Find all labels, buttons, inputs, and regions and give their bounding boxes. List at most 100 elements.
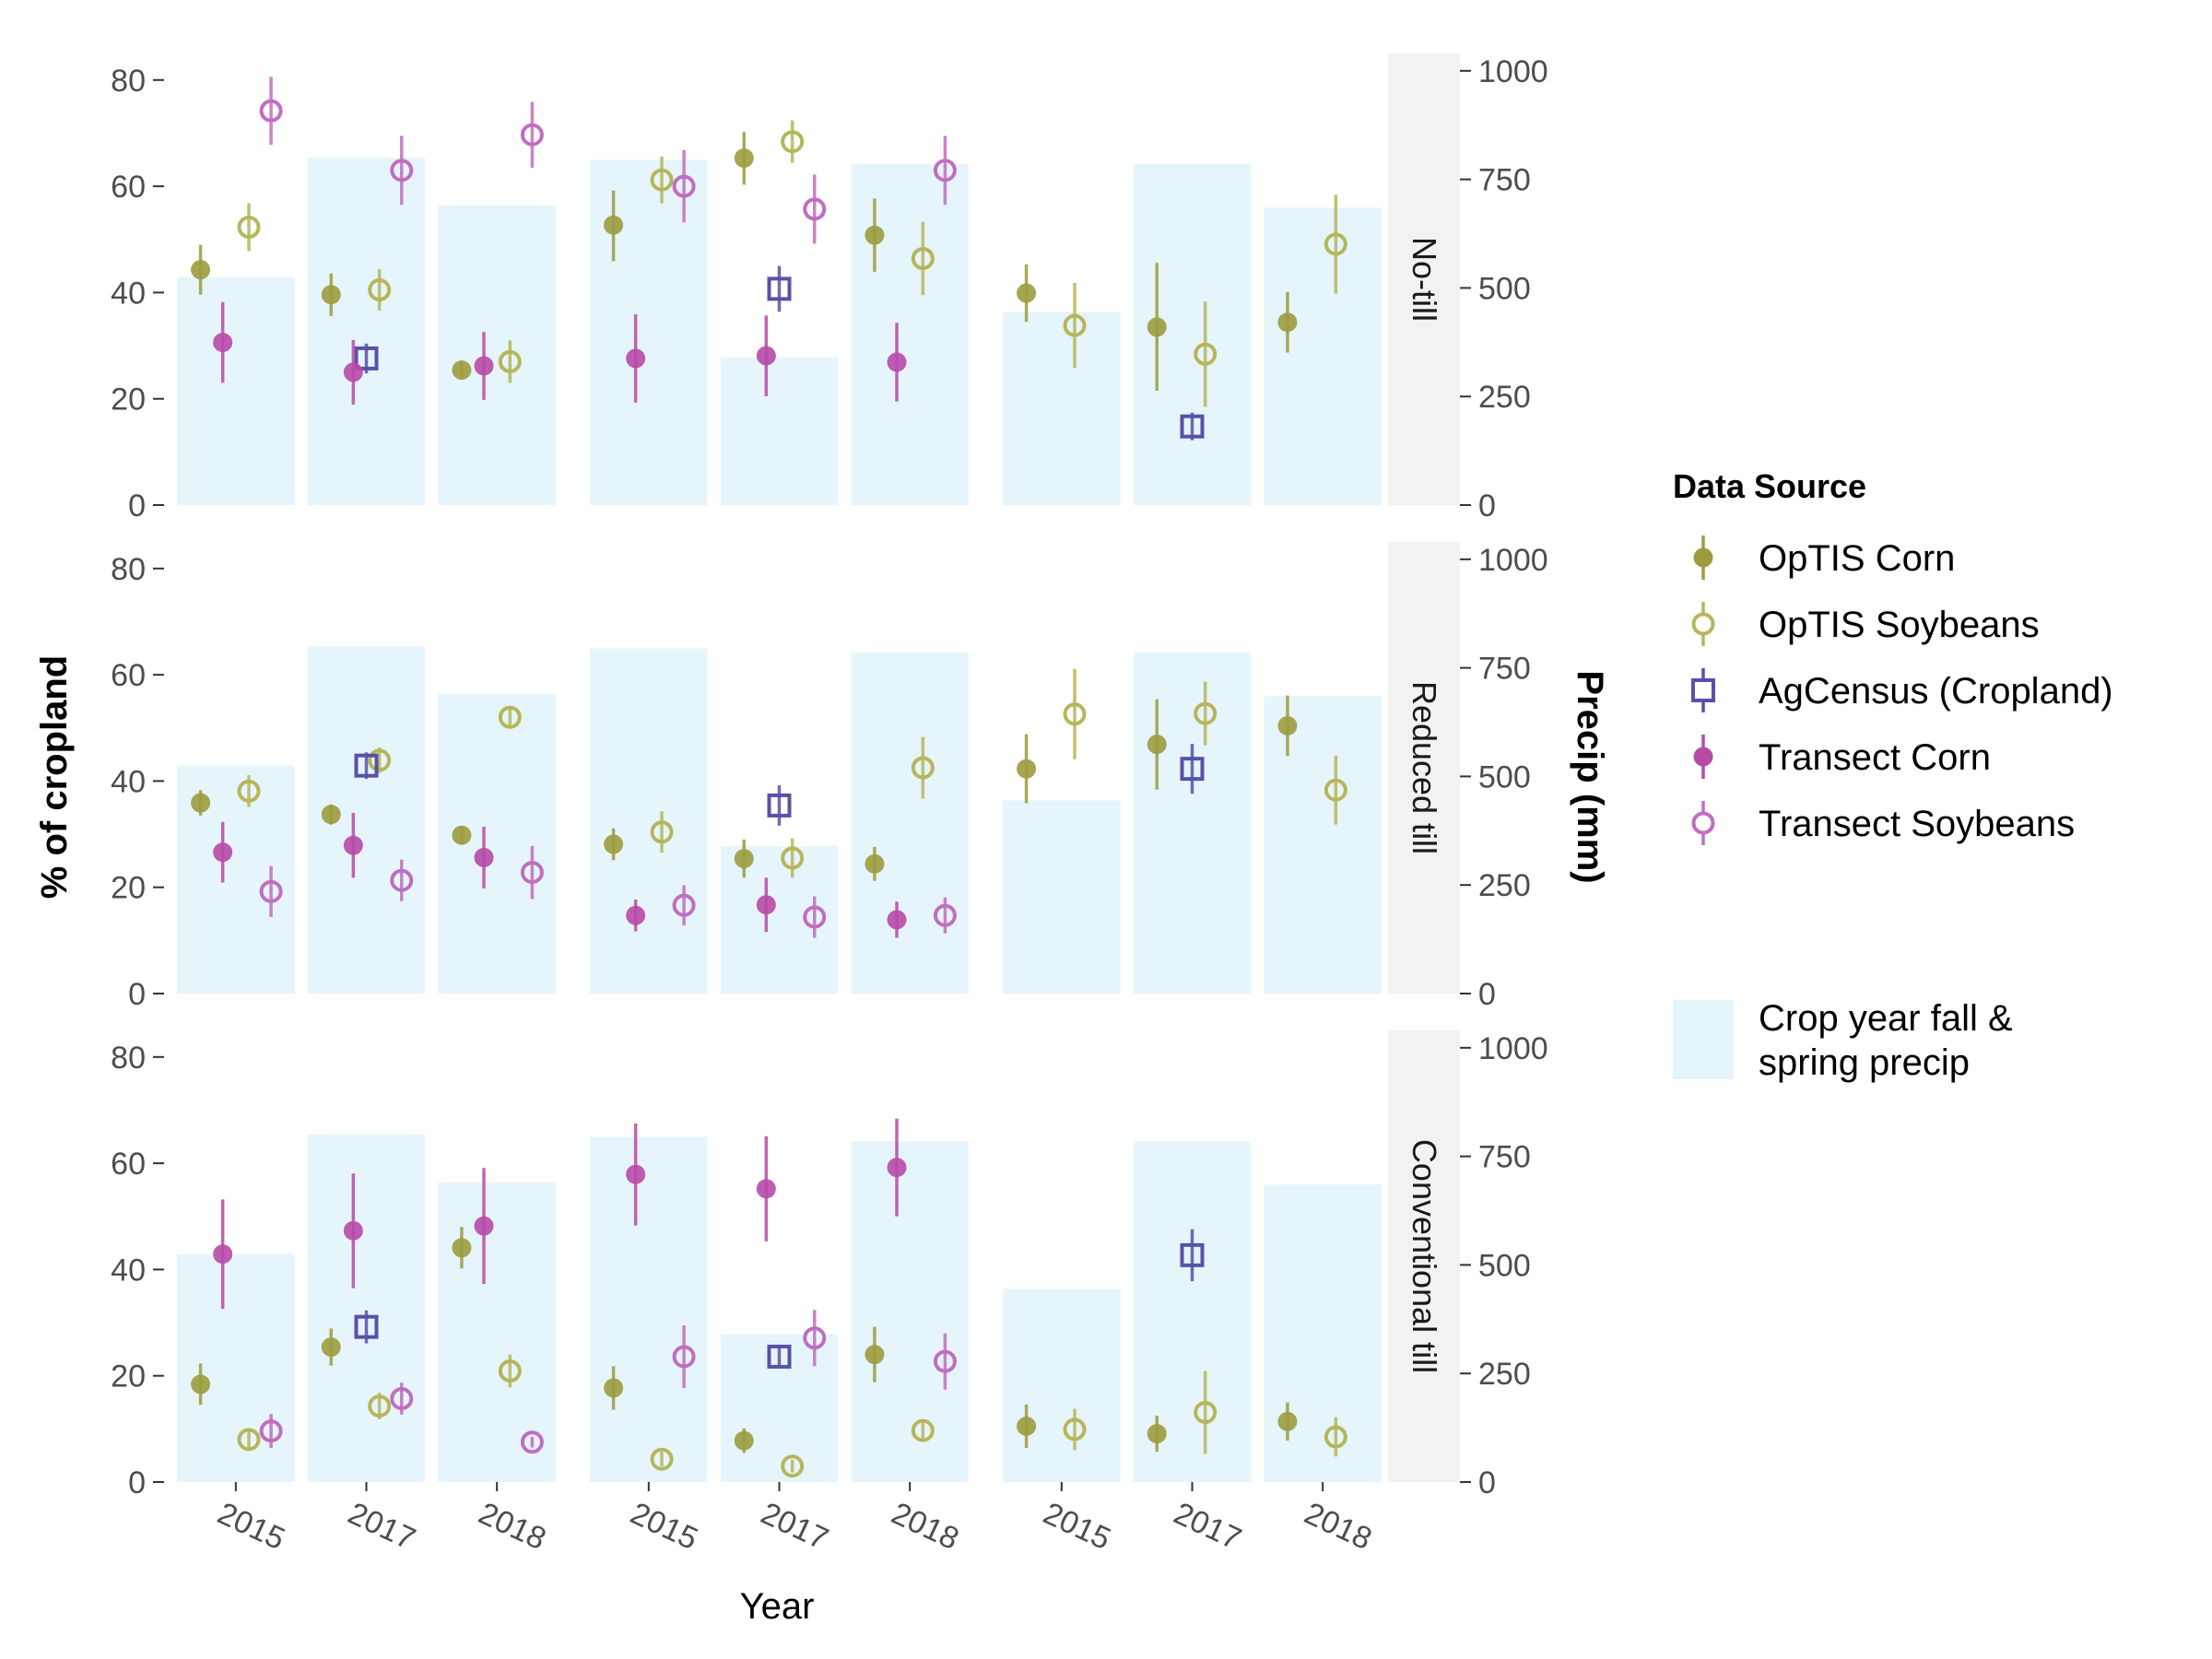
data-point: [803, 905, 827, 929]
data-point: [911, 756, 935, 780]
data-point: [887, 1158, 907, 1178]
facet-panel: [1003, 164, 1382, 505]
data-point: [474, 356, 494, 376]
data-point: [1180, 1242, 1205, 1267]
data-point: [390, 868, 414, 892]
data-point: [767, 1344, 792, 1369]
facet-strip: [1388, 1030, 1460, 1482]
data-point: [390, 159, 414, 182]
data-point: [803, 1326, 827, 1350]
data-point: [390, 1386, 414, 1410]
data-point: [865, 853, 885, 874]
data-point: [911, 247, 935, 271]
facet-panel: [590, 648, 969, 994]
data-point: [474, 1216, 494, 1236]
data-point: [672, 174, 696, 198]
x-tick-label: 2017: [756, 1496, 834, 1557]
data-point: [1017, 759, 1037, 779]
x-axis-title: Year: [740, 1586, 815, 1627]
data-point: [781, 846, 805, 870]
y-tick-label: 80: [111, 552, 146, 587]
precip-bar: [590, 648, 708, 994]
chart-panels: [177, 76, 1382, 1482]
data-point: [650, 820, 674, 844]
data-point: [368, 278, 392, 302]
x-tick-label: 2017: [1169, 1496, 1247, 1557]
data-point: [1277, 1411, 1298, 1431]
precip-bar: [590, 1136, 708, 1482]
precip-bar: [1264, 1184, 1382, 1482]
data-point: [767, 276, 792, 301]
data-point: [1063, 702, 1087, 726]
y2-tick-label: 500: [1478, 271, 1531, 306]
data-point: [368, 1394, 392, 1418]
facet-strips: No-till Reduced till Conventional till: [1388, 53, 1460, 1482]
y-tick-label: 60: [111, 658, 146, 693]
precip-bar: [851, 1141, 969, 1482]
y-tick-label: 20: [111, 871, 146, 906]
y2-tick-label: 0: [1478, 488, 1496, 524]
y2-tick-label: 1000: [1478, 1031, 1548, 1066]
data-point: [191, 793, 211, 813]
data-point: [933, 1349, 957, 1373]
data-point: [626, 905, 646, 925]
y2-tick-label: 750: [1478, 163, 1531, 198]
data-point: [321, 805, 341, 825]
data-point: [1063, 313, 1087, 337]
data-point: [343, 835, 363, 855]
precip-bar: [1133, 653, 1252, 994]
precip-bar: [590, 159, 708, 506]
x-tick-label: 2017: [343, 1496, 421, 1557]
data-point: [604, 834, 624, 854]
data-point: [604, 215, 624, 235]
precip-bar: [720, 357, 839, 505]
precip-bar: [851, 164, 969, 505]
y2-tick-label: 0: [1478, 977, 1496, 1012]
legend-key-point: [1691, 612, 1715, 636]
y2-tick-label: 1000: [1478, 54, 1548, 89]
data-point: [1194, 701, 1218, 725]
y2-tick-label: 1000: [1478, 543, 1548, 578]
data-point: [259, 879, 283, 903]
data-point: [259, 1419, 283, 1443]
y2-tick-label: 0: [1478, 1465, 1496, 1500]
precip-bar: [307, 158, 426, 506]
facet-panel: [1003, 653, 1382, 994]
legend-key-point: [1691, 678, 1715, 702]
legend-precip-label: spring precip: [1759, 1042, 1970, 1083]
precip-bar: [1264, 207, 1382, 505]
data-point: [734, 1430, 754, 1451]
facet-panel: [590, 120, 969, 506]
y-axis-title: % of cropland: [34, 655, 75, 899]
x-tick-label: 2018: [474, 1496, 552, 1557]
precip-bar: [1003, 312, 1121, 505]
precip-bar: [720, 845, 839, 994]
legend-label: Transect Soybeans: [1759, 804, 2075, 844]
data-point: [474, 847, 494, 867]
legend-title: Data Source: [1673, 467, 1866, 505]
data-point: [498, 1359, 522, 1383]
facet-panel: [177, 1135, 556, 1482]
data-point: [343, 362, 363, 382]
precip-bar: [177, 276, 295, 505]
y2-tick-label: 750: [1478, 652, 1531, 687]
data-point: [626, 1164, 646, 1184]
facet-panel: [590, 1118, 969, 1482]
data-point: [520, 1430, 544, 1454]
y-tick-label: 40: [111, 276, 146, 311]
x-tick-label: 2015: [1038, 1496, 1116, 1557]
data-point: [767, 793, 792, 818]
data-point: [1324, 778, 1347, 802]
y-tick-label: 60: [111, 170, 146, 205]
legend-key-point: [1693, 747, 1713, 767]
data-point: [1017, 1416, 1037, 1436]
x-tick-label: 2018: [1300, 1496, 1378, 1557]
facet-panel: [1003, 1141, 1382, 1482]
data-point: [933, 903, 957, 927]
legend: Data Source OpTIS Corn OpTIS Soybeans AgCe…: [1673, 467, 2113, 1083]
y-tick-label: 60: [111, 1147, 146, 1182]
data-point: [213, 333, 233, 353]
data-point: [213, 842, 233, 863]
facet-strip-label: No-till: [1406, 237, 1443, 322]
